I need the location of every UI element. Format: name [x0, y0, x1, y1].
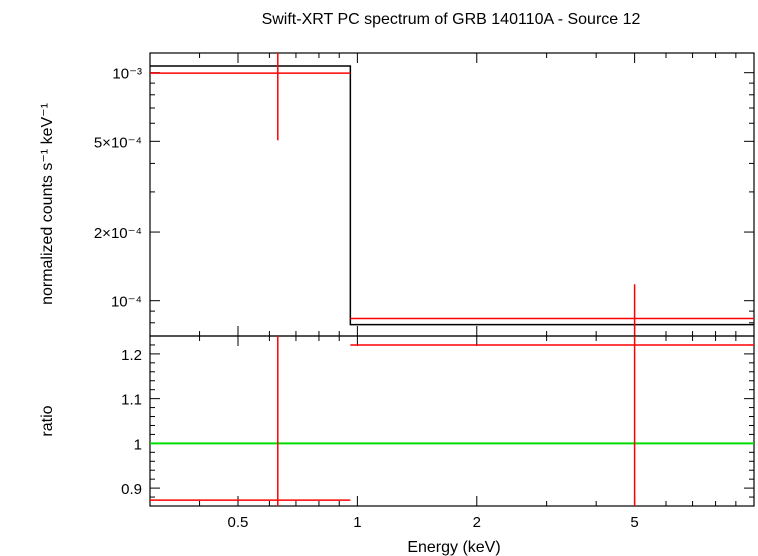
ratio-y-axis-label: ratio [39, 405, 56, 436]
y-tick-label: 1.2 [121, 347, 142, 364]
y-tick-label: 10⁻³ [112, 66, 142, 83]
x-tick-label: 5 [630, 514, 638, 531]
y-tick-label: 1.1 [121, 392, 142, 409]
x-tick-label: 0.5 [228, 514, 249, 531]
y-tick-label: 10⁻⁴ [111, 294, 142, 311]
chart-title: Swift-XRT PC spectrum of GRB 140110A - S… [262, 11, 641, 28]
plot-frame [149, 52, 755, 337]
ratio-panel: 0.9 1 1.1 1.2 0.5 1 2 5 [121, 335, 755, 531]
plot-frame [149, 335, 755, 507]
y-tick-label: 1 [134, 436, 142, 453]
spectrum-y-axis-label: normalized counts s⁻¹ keV⁻¹ [39, 103, 56, 305]
x-tick-label: 2 [473, 514, 481, 531]
x-tick-label: 1 [353, 514, 361, 531]
y-tick-label: 0.9 [121, 481, 142, 498]
y-tick-label: 2×10⁻⁴ [94, 225, 142, 242]
model-step [150, 65, 754, 326]
y-tick-label: 5×10⁻⁴ [94, 134, 142, 151]
x-axis-label: Energy (keV) [407, 539, 500, 556]
spectrum-panel: 10⁻³ 5×10⁻⁴ 2×10⁻⁴ 10⁻⁴ [94, 52, 755, 337]
